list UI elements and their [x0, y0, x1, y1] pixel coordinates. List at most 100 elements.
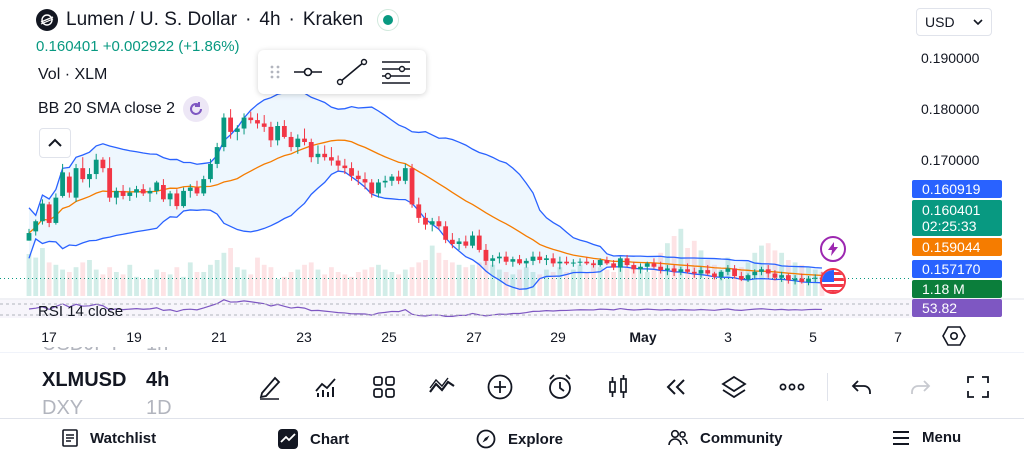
fullscreen-icon[interactable]: [964, 373, 992, 401]
volume-bar: [638, 269, 643, 296]
volume-bar: [597, 267, 603, 296]
candle-body: [631, 265, 637, 270]
candle-body: [147, 190, 153, 194]
candle-body: [745, 275, 751, 280]
collapse-legend-button[interactable]: [39, 128, 71, 158]
rsi-indicator-label[interactable]: RSI 14 close: [38, 306, 123, 319]
nav-watchlist[interactable]: Watchlist: [62, 429, 156, 447]
redo-icon[interactable]: [906, 373, 934, 401]
volume-bar: [335, 272, 341, 296]
chart-settings-icon[interactable]: [942, 325, 966, 352]
candle-body: [530, 256, 536, 261]
candles-icon[interactable]: [604, 373, 632, 401]
volume-bar: [248, 274, 254, 296]
compare-icon[interactable]: [428, 373, 456, 401]
volume-indicator-label[interactable]: Vol · XLM: [38, 66, 108, 83]
bb-indicator-legend[interactable]: BB 20 SMA close 2: [38, 96, 209, 122]
volume-bar: [281, 276, 287, 296]
nav-menu[interactable]: Menu: [892, 429, 961, 446]
volume-bar: [523, 267, 529, 296]
candle-body: [208, 163, 213, 180]
add-icon[interactable]: [486, 373, 514, 401]
volume-bar: [140, 279, 146, 296]
bb-upper-line: [28, 91, 822, 269]
symbol-next[interactable]: DXY: [42, 397, 84, 419]
rsi-line: [28, 299, 822, 317]
candle-body: [281, 126, 287, 137]
time-tick: 5: [809, 329, 817, 345]
timeframe-current[interactable]: 4h: [146, 369, 170, 391]
separator-1: ·: [245, 9, 252, 30]
replay-icon[interactable]: [662, 373, 690, 401]
symbol-current[interactable]: XLMUSD: [42, 369, 126, 391]
candle-body: [127, 192, 133, 196]
floating-drawing-toolbar[interactable]: [258, 50, 426, 94]
volume-bar: [161, 272, 166, 296]
fib-tool-icon[interactable]: [378, 57, 414, 87]
volume-bar: [201, 272, 207, 296]
trend-line-tool-icon[interactable]: [334, 57, 370, 87]
volume-bar: [147, 278, 153, 296]
candle-body: [779, 275, 785, 278]
alert-icon[interactable]: [546, 373, 574, 401]
symbol-prev[interactable]: USDJPY: [42, 347, 121, 356]
candle-body: [698, 270, 704, 274]
brush-icon[interactable]: [256, 373, 284, 401]
volume-bar: [349, 276, 354, 296]
nav-chart[interactable]: Chart: [278, 429, 349, 449]
more-icon[interactable]: [778, 373, 806, 401]
candle-body: [712, 273, 717, 277]
candle-body: [544, 258, 549, 261]
volume-bar: [678, 228, 684, 296]
chart-canvas[interactable]: [0, 0, 1024, 352]
time-tick: 23: [296, 329, 312, 345]
chart-icon: [278, 429, 298, 449]
candle-body: [396, 176, 401, 181]
nav-explore[interactable]: Explore: [476, 429, 563, 449]
horizontal-line-tool-icon[interactable]: [290, 57, 326, 87]
symbol-prev-name: USDJPY: [42, 347, 121, 355]
time-tick: 7: [894, 329, 902, 345]
candle-body: [120, 190, 126, 196]
indicators-icon[interactable]: [312, 373, 340, 401]
symbol-legend[interactable]: Lumen / U. S. Dollar · 4h · Kraken: [36, 9, 400, 31]
volume-bar: [449, 262, 455, 296]
candle-body: [638, 266, 643, 270]
volume-bar: [208, 264, 213, 296]
volume-bar: [308, 262, 314, 296]
volume-bar: [617, 260, 623, 296]
candle-body: [53, 197, 59, 223]
separator-2: ·: [288, 9, 295, 30]
undo-icon[interactable]: [848, 373, 876, 401]
layers-icon[interactable]: [720, 373, 748, 401]
symbol-exchange: Kraken: [302, 9, 364, 30]
volume-bar: [80, 262, 86, 296]
candle-countdown: 02:25:33: [922, 218, 977, 234]
volume-bar: [73, 267, 79, 296]
price-tick-2: 0.180000: [921, 101, 980, 117]
templates-icon[interactable]: [370, 373, 398, 401]
bottom-toolbar: USDJPY 1h XLMUSD 4h DXY 1D: [0, 347, 1024, 419]
us-flag-event-icon[interactable]: [820, 268, 846, 294]
currency-select[interactable]: USD: [916, 8, 992, 36]
candle-body: [228, 117, 233, 132]
volume-bar: [234, 267, 240, 296]
volume-bar: [537, 274, 543, 296]
drag-handle-icon[interactable]: [268, 62, 282, 82]
volume-bar: [644, 272, 650, 296]
price-change-pct: (+1.86%): [178, 38, 240, 55]
symbol-switcher[interactable]: USDJPY 1h XLMUSD 4h DXY 1D: [42, 347, 182, 419]
nav-community[interactable]: Community: [668, 429, 783, 447]
candle-body: [369, 182, 375, 194]
candle-body: [725, 268, 731, 272]
candle-body: [342, 165, 348, 169]
symbol-next-tf: 1D: [146, 397, 172, 419]
nav-watchlist-label: Watchlist: [90, 429, 157, 447]
flash-event-icon[interactable]: [820, 236, 846, 262]
price-tick-1: 0.190000: [921, 50, 980, 66]
candle-body: [617, 258, 623, 268]
volume-bar: [33, 257, 39, 296]
volume-bar: [651, 267, 657, 296]
volume-bar: [302, 264, 307, 296]
volume-bar: [550, 272, 556, 296]
